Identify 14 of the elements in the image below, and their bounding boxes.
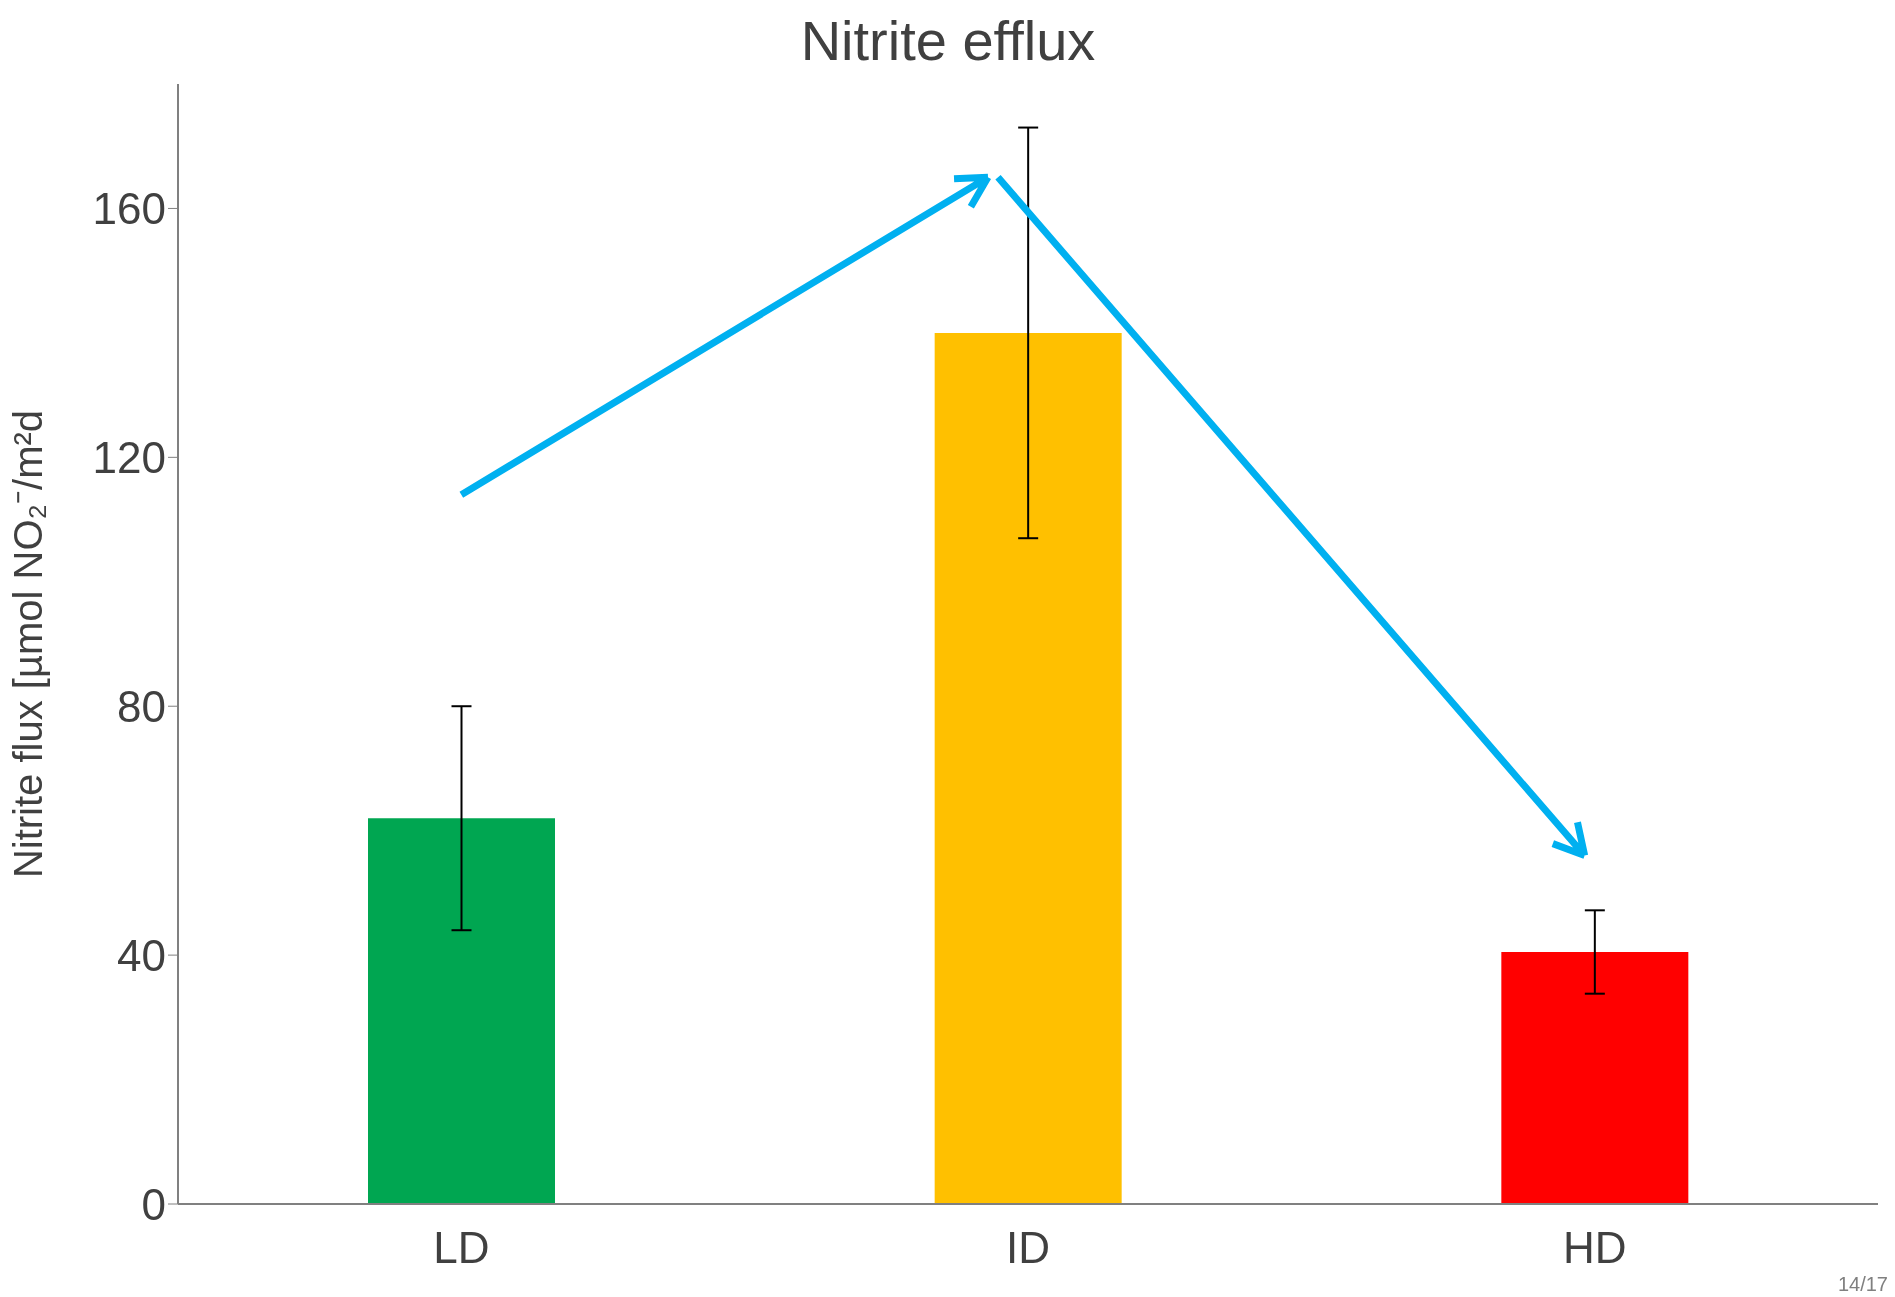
bar bbox=[934, 332, 1122, 1204]
x-tick-label: LD bbox=[433, 1223, 490, 1273]
bar bbox=[1501, 952, 1689, 1204]
x-tick-label: HD bbox=[1562, 1223, 1627, 1273]
x-tick-label: ID bbox=[1006, 1223, 1050, 1273]
y-tick-label: 80 bbox=[117, 681, 166, 731]
y-tick-label: 0 bbox=[141, 1179, 166, 1229]
y-tick-label: 160 bbox=[92, 184, 166, 234]
y-axis-title: Nitrite flux [µmol NO₂⁻/m²d bbox=[6, 409, 51, 879]
text: 14/17 bbox=[1837, 1273, 1888, 1296]
y-tick-label: 120 bbox=[92, 432, 166, 482]
y-tick-label: 40 bbox=[117, 930, 166, 980]
bar bbox=[368, 818, 555, 1204]
chart-title: Nitrite efflux bbox=[799, 8, 1097, 74]
